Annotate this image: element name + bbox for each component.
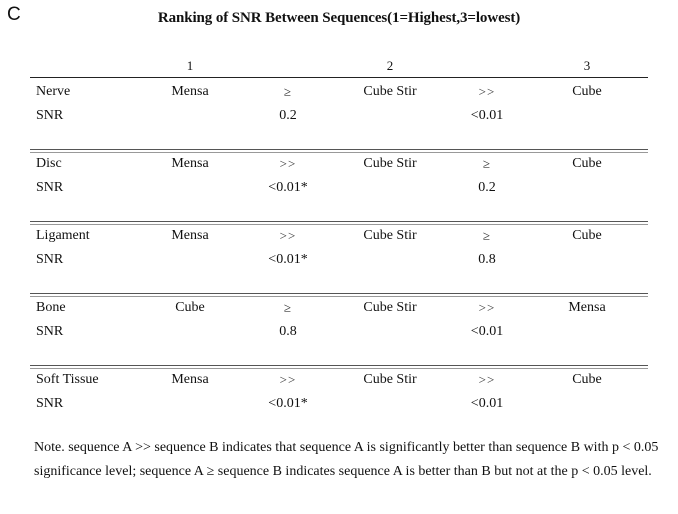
- metric-label: SNR: [36, 180, 64, 195]
- rank1-sequence: Mensa: [171, 372, 209, 387]
- metric-label: SNR: [36, 324, 64, 339]
- panel-letter: C: [7, 4, 21, 25]
- relation-2-3: ≥: [482, 228, 492, 243]
- rank1-sequence: Mensa: [171, 84, 209, 99]
- p-value-2-3: <0.01: [470, 108, 504, 123]
- row-divider: [30, 365, 648, 369]
- tissue-name: Bone: [36, 300, 66, 315]
- metric-label: SNR: [36, 252, 64, 267]
- p-value-1-2: 0.8: [279, 324, 297, 339]
- relation-1-2: ≥: [283, 84, 293, 99]
- header-rule: [30, 77, 648, 78]
- relation-1-2: >>: [279, 228, 297, 243]
- rank-header-2: 2: [386, 58, 394, 73]
- relation-2-3: >>: [478, 84, 496, 99]
- row-divider: [30, 149, 648, 153]
- rank-header-1: 1: [186, 58, 194, 73]
- rank2-sequence: Cube Stir: [363, 372, 417, 387]
- relation-1-2: ≥: [283, 300, 293, 315]
- table-row-group: Disc Mensa >> Cube Stir ≥ Cube SNR <0.01…: [30, 152, 648, 222]
- rank2-sequence: Cube Stir: [363, 156, 417, 171]
- relation-2-3: ≥: [482, 156, 492, 171]
- p-value-2-3: <0.01: [470, 324, 504, 339]
- relation-2-3: >>: [478, 372, 496, 387]
- rank1-sequence: Mensa: [171, 156, 209, 171]
- rank2-sequence: Cube Stir: [363, 228, 417, 243]
- rank2-sequence: Cube Stir: [363, 84, 417, 99]
- table-row-group: Soft Tissue Mensa >> Cube Stir >> Cube S…: [30, 368, 648, 438]
- rank-header-3: 3: [583, 58, 591, 73]
- table-footnote: Note. sequence A >> sequence B indicates…: [34, 440, 659, 479]
- relation-1-2: >>: [279, 156, 297, 171]
- metric-label: SNR: [36, 396, 64, 411]
- p-value-2-3: <0.01: [470, 396, 504, 411]
- table-row-group: Nerve Mensa ≥ Cube Stir >> Cube SNR 0.2 …: [30, 80, 648, 150]
- p-value-1-2: <0.01*: [268, 396, 308, 411]
- p-value-1-2: 0.2: [279, 108, 297, 123]
- tissue-name: Nerve: [36, 84, 71, 99]
- rank1-sequence: Cube: [175, 300, 205, 315]
- table-row-group: Bone Cube ≥ Cube Stir >> Mensa SNR 0.8 <…: [30, 296, 648, 366]
- p-value-1-2: <0.01*: [268, 252, 308, 267]
- table-row-group: Ligament Mensa >> Cube Stir ≥ Cube SNR <…: [30, 224, 648, 294]
- table-title: Ranking of SNR Between Sequences(1=Highe…: [157, 10, 521, 26]
- relation-2-3: >>: [478, 300, 496, 315]
- tissue-name: Ligament: [36, 228, 90, 243]
- row-divider: [30, 221, 648, 225]
- tissue-name: Soft Tissue: [36, 372, 99, 387]
- rank3-sequence: Cube: [572, 84, 602, 99]
- rank3-sequence: Mensa: [568, 300, 606, 315]
- row-divider: [30, 293, 648, 297]
- rank3-sequence: Cube: [572, 228, 602, 243]
- rank3-sequence: Cube: [572, 372, 602, 387]
- tissue-name: Disc: [36, 156, 62, 171]
- rank1-sequence: Mensa: [171, 228, 209, 243]
- p-value-2-3: 0.2: [478, 180, 496, 195]
- p-value-2-3: 0.8: [478, 252, 496, 267]
- rank2-sequence: Cube Stir: [363, 300, 417, 315]
- p-value-1-2: <0.01*: [268, 180, 308, 195]
- relation-1-2: >>: [279, 372, 297, 387]
- rank3-sequence: Cube: [572, 156, 602, 171]
- metric-label: SNR: [36, 108, 64, 123]
